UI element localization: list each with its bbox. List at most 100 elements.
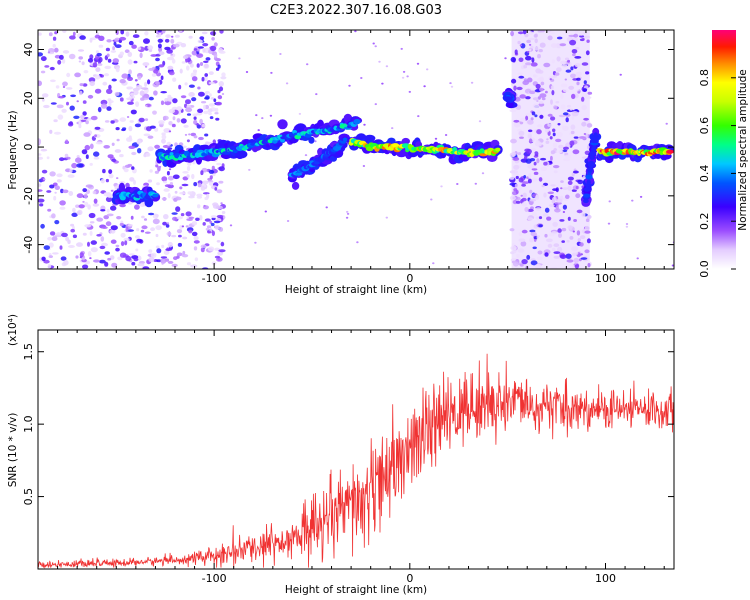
noise-blob	[574, 263, 580, 269]
track-core	[169, 152, 174, 156]
noise-blob	[171, 58, 176, 64]
noise-blob	[534, 141, 543, 147]
noise-blob	[93, 156, 100, 160]
noise-blob	[110, 239, 117, 244]
noise-blob	[218, 249, 226, 253]
noise-blob	[543, 192, 547, 198]
noise-speck	[144, 65, 148, 68]
noise-blob	[550, 99, 553, 105]
noise-blob	[113, 119, 119, 123]
noise-blob	[536, 124, 543, 128]
noise-blob	[108, 173, 114, 179]
noise-blob	[97, 106, 102, 113]
noise-blob	[510, 30, 514, 37]
noise-blob	[41, 256, 46, 261]
noise-blob	[567, 216, 571, 221]
noise-blob	[72, 31, 76, 37]
noise-blob	[107, 154, 114, 159]
noise-blob	[92, 62, 98, 68]
noise-blob	[144, 31, 149, 36]
noise-blob	[40, 148, 48, 152]
noise-blob	[203, 104, 206, 111]
noise-blob	[179, 68, 183, 74]
noise-speck	[401, 76, 405, 79]
noise-blob	[213, 42, 218, 47]
noise-blob	[61, 232, 68, 238]
noise-blob	[185, 225, 189, 228]
noise-speck	[315, 93, 318, 96]
noise-blob	[550, 116, 556, 121]
noise-blob	[68, 53, 76, 60]
noise-speck	[456, 183, 459, 185]
noise-blob	[81, 61, 85, 66]
noise-blob	[59, 245, 63, 250]
noise-blob	[214, 255, 220, 259]
noise-blob	[547, 113, 553, 117]
noise-blob	[211, 230, 215, 237]
noise-blob	[202, 222, 206, 226]
noise-blob	[147, 45, 154, 50]
noise-blob	[161, 30, 166, 34]
noise-blob	[85, 120, 89, 125]
noise-blob	[558, 114, 566, 118]
noise-blob	[113, 41, 117, 46]
noise-blob	[57, 59, 62, 65]
noise-blob	[44, 65, 50, 68]
noise-blob	[551, 59, 555, 64]
x-tick-label: -100	[202, 272, 227, 285]
noise-blob	[525, 55, 532, 61]
snr-plot-area	[38, 330, 674, 569]
noise-blob	[558, 233, 562, 238]
noise-blob	[67, 121, 74, 127]
noise-blob	[577, 90, 581, 94]
noise-blob	[110, 120, 115, 124]
noise-blob	[586, 39, 590, 43]
noise-blob	[49, 171, 56, 177]
noise-blob	[107, 58, 112, 63]
noise-blob	[92, 190, 97, 195]
noise-blob	[557, 123, 561, 126]
noise-blob	[54, 31, 58, 35]
noise-blob	[142, 62, 150, 67]
noise-blob	[538, 100, 544, 105]
noise-blob	[176, 255, 180, 259]
noise-blob	[554, 72, 560, 76]
noise-blob	[172, 98, 178, 104]
noise-blob	[569, 236, 574, 240]
noise-blob	[550, 30, 555, 35]
noise-blob	[151, 73, 157, 77]
noise-blob	[110, 205, 117, 211]
noise-blob	[583, 88, 587, 92]
noise-blob	[65, 139, 69, 144]
noise-blob	[62, 81, 68, 87]
noise-blob	[155, 57, 160, 62]
noise-speck	[625, 225, 629, 228]
noise-blob	[167, 94, 172, 98]
noise-speck	[248, 168, 251, 171]
noise-blob	[99, 245, 106, 250]
noise-blob	[40, 56, 47, 62]
noise-blob	[216, 162, 222, 166]
noise-blob	[539, 87, 544, 92]
noise-blob	[157, 43, 162, 49]
noise-blob	[129, 177, 135, 182]
noise-speck	[203, 204, 206, 207]
noise-speck	[402, 70, 406, 73]
noise-blob	[209, 220, 213, 224]
noise-blob	[205, 57, 211, 61]
noise-speck	[168, 168, 172, 171]
noise-blob	[147, 146, 154, 152]
noise-speck	[220, 202, 223, 205]
noise-blob	[67, 174, 75, 178]
noise-speck	[170, 53, 173, 56]
noise-blob	[46, 156, 50, 160]
noise-blob	[136, 238, 143, 243]
noise-blob	[130, 92, 135, 96]
noise-blob	[509, 177, 515, 180]
noise-blob	[519, 94, 526, 99]
noise-blob	[76, 211, 81, 215]
noise-blob	[127, 224, 133, 227]
noise-blob	[216, 214, 224, 218]
noise-blob	[77, 120, 82, 126]
noise-blob	[140, 97, 145, 101]
